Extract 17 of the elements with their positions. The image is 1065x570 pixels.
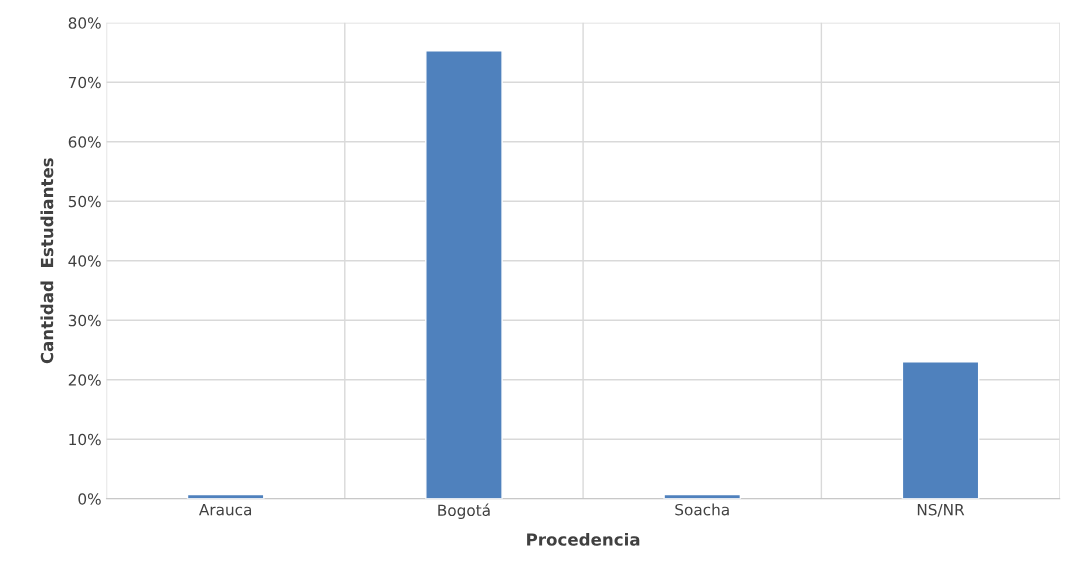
y-tick-label: 20% [68,374,101,386]
y-tick-label: 60% [68,136,101,148]
y-tick-label: 30% [68,314,101,327]
y-tick-label: 10% [69,433,101,446]
y-axis-title: Cantidad Estudiantes [40,158,54,364]
x-tick-label: Bogotá [438,503,490,520]
y-tick-label: 70% [68,76,101,89]
y-tick-label: 0% [78,493,101,505]
y-tick-label: 80% [68,17,101,29]
x-tick-label: Soacha [675,503,729,516]
bar [901,361,980,499]
y-tick-label: 40% [68,255,101,267]
x-tick-label: NS/NR [917,503,965,517]
y-tick-label: 50% [68,195,101,208]
x-axis-title: Procedencia [527,532,640,546]
bar [425,50,503,499]
x-tick-label: Arauca [199,504,252,516]
